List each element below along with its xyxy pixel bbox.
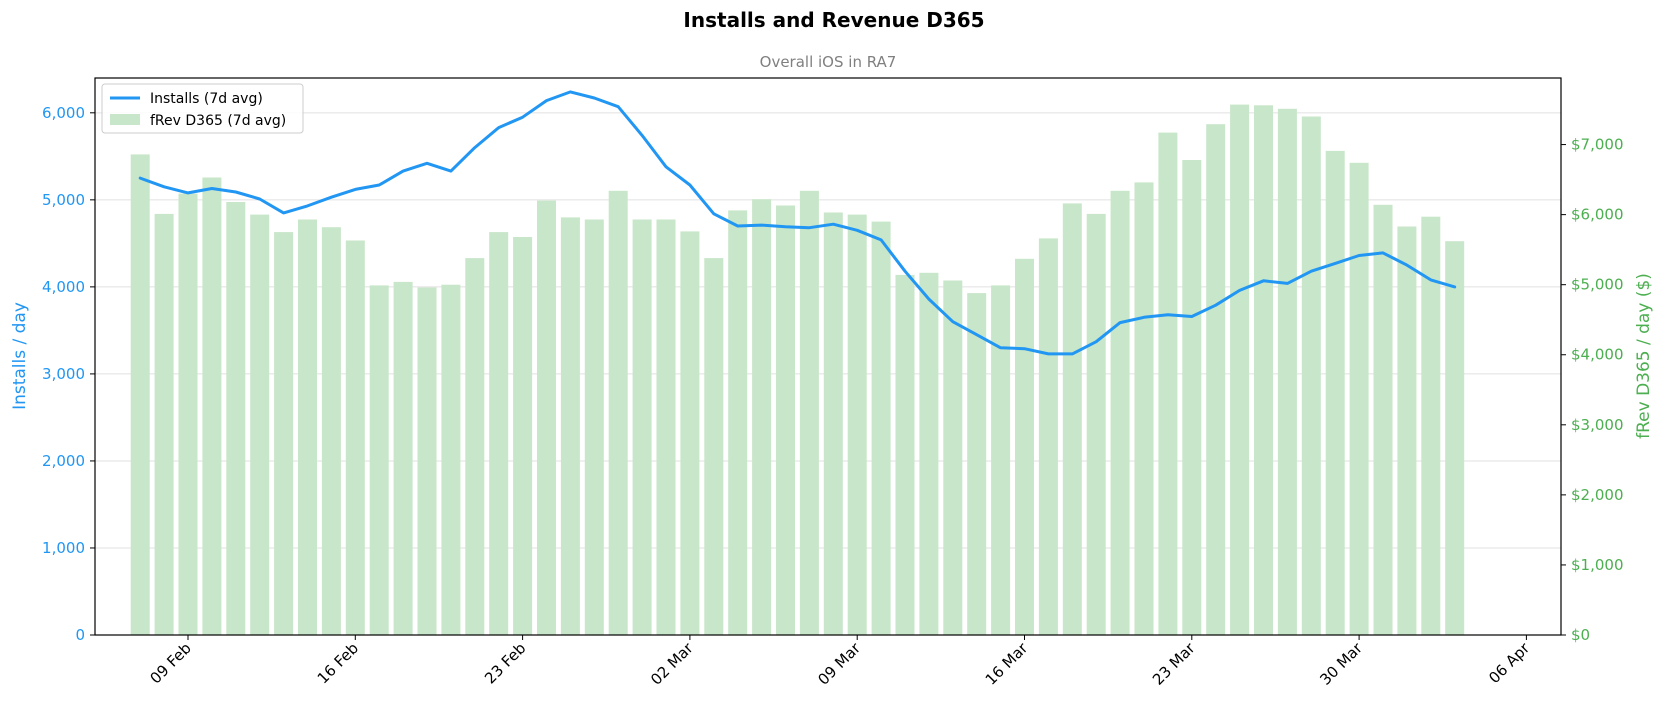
revenue-bar xyxy=(608,190,628,636)
revenue-bar xyxy=(1158,132,1178,635)
revenue-bar xyxy=(1254,105,1273,636)
revenue-bar xyxy=(393,281,413,635)
legend: Installs (7d avg) fRev D365 (7d avg) xyxy=(101,83,304,134)
left-tick-label: 6,000 xyxy=(42,104,85,122)
left-tick-label: 2,000 xyxy=(42,452,85,470)
revenue-bar xyxy=(369,285,389,635)
revenue-bar xyxy=(1301,116,1321,635)
revenue-bar xyxy=(345,240,365,635)
legend-revenue-label: fRev D365 (7d avg) xyxy=(150,113,286,129)
right-tick-label: $2,000 xyxy=(1571,486,1624,504)
revenue-bar xyxy=(656,219,676,635)
x-tick-label: 09 Mar xyxy=(814,639,864,689)
legend-installs-label: Installs (7d avg) xyxy=(150,91,263,107)
revenue-bar xyxy=(1134,182,1154,635)
revenue-bar xyxy=(1062,203,1082,635)
revenue-bar xyxy=(1086,213,1106,635)
chart-subtitle: Overall iOS in RA7 xyxy=(760,53,897,71)
legend-revenue-swatch xyxy=(110,114,140,125)
revenue-bar xyxy=(202,177,222,635)
revenue-bar xyxy=(1206,124,1226,635)
revenue-bar xyxy=(823,212,843,635)
revenue-bar xyxy=(752,199,772,635)
x-tick-label: 16 Mar xyxy=(982,639,1032,689)
revenue-bar xyxy=(1397,226,1417,635)
right-tick-label: $5,000 xyxy=(1571,276,1624,294)
revenue-bar xyxy=(321,227,341,635)
revenue-bar xyxy=(417,287,437,635)
chart-title: Installs and Revenue D365 xyxy=(683,8,984,32)
revenue-bar xyxy=(441,284,461,635)
revenue-bar xyxy=(537,200,556,635)
left-tick-label: 3,000 xyxy=(42,365,85,383)
revenue-bar xyxy=(776,205,795,635)
left-axis-label: Installs / day xyxy=(10,302,30,410)
revenue-bar xyxy=(728,210,748,635)
revenue-bar xyxy=(130,154,150,635)
revenue-bar xyxy=(919,272,939,635)
x-tick-label: 09 Feb xyxy=(146,639,194,687)
plot-frame xyxy=(94,77,1562,636)
right-tick-label: $0 xyxy=(1571,626,1590,644)
revenue-bar xyxy=(489,232,509,635)
revenue-bar xyxy=(799,190,819,636)
revenue-bar xyxy=(1015,258,1034,635)
revenue-bar xyxy=(1445,241,1465,635)
x-tick-label: 23 Mar xyxy=(1149,639,1199,689)
right-tick-label: $7,000 xyxy=(1571,136,1624,154)
right-tick-label: $3,000 xyxy=(1571,416,1624,434)
revenue-bar xyxy=(1421,216,1441,635)
revenue-bar xyxy=(1373,204,1393,636)
revenue-bar xyxy=(250,214,270,635)
revenue-bar xyxy=(274,232,294,635)
revenue-bar xyxy=(513,237,533,635)
revenue-bar xyxy=(1182,160,1202,635)
left-tick-label: 1,000 xyxy=(42,539,85,557)
revenue-bar xyxy=(154,213,174,635)
left-tick-label: 0 xyxy=(75,626,85,644)
revenue-bar xyxy=(178,193,198,635)
revenue-bar xyxy=(895,274,915,635)
revenue-bar xyxy=(1038,238,1058,635)
revenue-bar xyxy=(584,219,604,635)
revenue-bar xyxy=(871,221,891,635)
revenue-bar xyxy=(632,219,652,635)
revenue-bar xyxy=(1110,190,1130,636)
left-tick-label: 4,000 xyxy=(42,278,85,296)
revenue-bar xyxy=(680,231,700,635)
revenue-bar xyxy=(847,214,867,635)
x-tick-label: 16 Feb xyxy=(314,639,362,687)
x-tick-label: 23 Feb xyxy=(481,639,529,687)
revenue-bar xyxy=(704,258,724,635)
revenue-bar xyxy=(298,219,317,635)
right-tick-label: $4,000 xyxy=(1571,346,1624,364)
revenue-bar xyxy=(1349,162,1369,636)
revenue-bar xyxy=(465,258,485,635)
right-tick-label: $6,000 xyxy=(1571,206,1624,224)
installs-line xyxy=(138,90,1457,356)
revenue-bar xyxy=(1325,150,1345,635)
x-tick-label: 30 Mar xyxy=(1316,639,1366,689)
legend-box xyxy=(101,83,304,134)
right-tick-label: $1,000 xyxy=(1571,556,1624,574)
left-tick-label: 5,000 xyxy=(42,191,85,209)
installs-line-layer xyxy=(138,90,1457,356)
right-axis-label: fRev D365 / day ($) xyxy=(1634,273,1654,439)
revenue-bar xyxy=(1277,108,1297,636)
revenue-bars xyxy=(130,104,1465,636)
revenue-bar xyxy=(1230,104,1250,636)
x-tick-label: 02 Mar xyxy=(647,639,697,689)
x-tick-label: 06 Apr xyxy=(1485,639,1534,688)
revenue-bar xyxy=(991,285,1011,635)
revenue-bar xyxy=(226,202,246,635)
revenue-bar xyxy=(560,217,580,635)
revenue-bar xyxy=(943,280,963,635)
revenue-bar xyxy=(967,293,987,635)
